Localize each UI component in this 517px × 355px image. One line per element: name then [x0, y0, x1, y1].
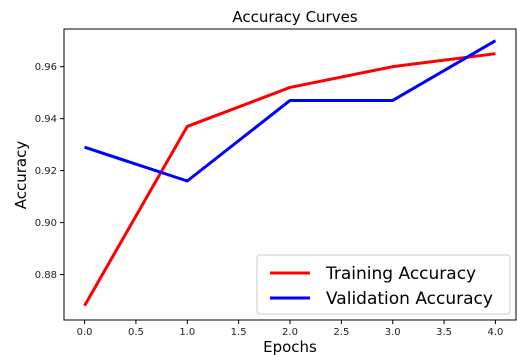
x-tick-label: 4.0 [488, 327, 504, 338]
x-tick-label: 0.0 [77, 327, 93, 338]
y-tick-label: 0.96 [35, 62, 57, 73]
x-tick-label: 2.5 [333, 327, 349, 338]
x-tick-label: 3.0 [385, 327, 401, 338]
chart-title: Accuracy Curves [232, 8, 358, 26]
y-tick-label: 0.88 [35, 270, 57, 281]
y-tick-label: 0.92 [35, 166, 57, 177]
y-tick-label: 0.90 [35, 218, 57, 229]
x-axis: 0.0 0.5 1.0 1.5 2.0 2.5 3.0 3.5 4.0 [77, 320, 504, 338]
y-axis: 0.88 0.90 0.92 0.94 0.96 [35, 62, 64, 281]
x-tick-label: 1.5 [231, 327, 247, 338]
x-axis-label: Epochs [263, 338, 317, 355]
legend-box [256, 254, 511, 315]
x-tick-label: 3.5 [436, 327, 452, 338]
series-layer [83, 39, 497, 307]
legend: Training Accuracy Validation Accuracy [256, 254, 511, 315]
y-tick-label: 0.94 [35, 114, 57, 125]
x-tick-label: 1.0 [179, 327, 195, 338]
x-tick-label: 2.0 [282, 327, 298, 338]
legend-label-training: Training Accuracy [325, 264, 476, 284]
x-tick-label: 0.5 [128, 327, 144, 338]
legend-label-validation: Validation Accuracy [326, 289, 493, 309]
y-axis-label: Accuracy [12, 141, 30, 210]
